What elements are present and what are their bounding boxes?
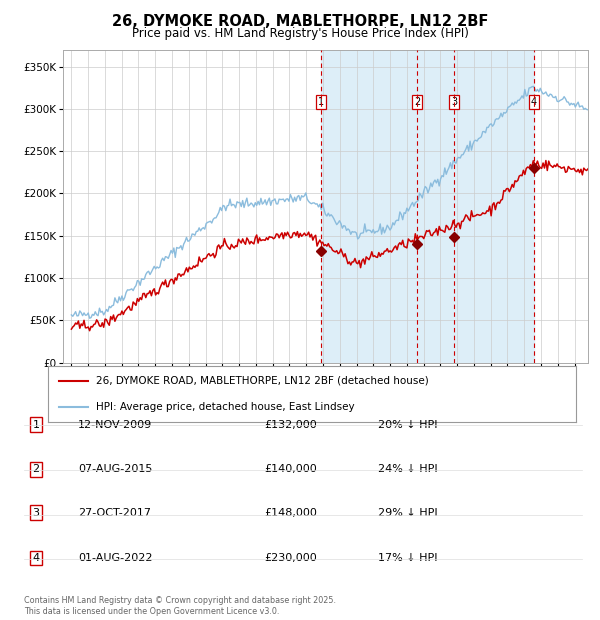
Text: 07-AUG-2015: 07-AUG-2015 xyxy=(78,464,152,474)
Text: £140,000: £140,000 xyxy=(264,464,317,474)
Text: £230,000: £230,000 xyxy=(264,553,317,563)
Text: 12-NOV-2009: 12-NOV-2009 xyxy=(78,420,152,430)
Text: 27-OCT-2017: 27-OCT-2017 xyxy=(78,508,151,518)
Text: 2: 2 xyxy=(414,97,420,107)
Text: 20% ↓ HPI: 20% ↓ HPI xyxy=(378,420,437,430)
Text: 2: 2 xyxy=(32,464,40,474)
Text: 3: 3 xyxy=(451,97,457,107)
Text: 4: 4 xyxy=(32,553,40,563)
Text: HPI: Average price, detached house, East Lindsey: HPI: Average price, detached house, East… xyxy=(95,402,354,412)
Text: Contains HM Land Registry data © Crown copyright and database right 2025.
This d: Contains HM Land Registry data © Crown c… xyxy=(24,596,336,616)
Text: 4: 4 xyxy=(531,97,537,107)
Text: £132,000: £132,000 xyxy=(264,420,317,430)
Text: 29% ↓ HPI: 29% ↓ HPI xyxy=(378,508,437,518)
Bar xyxy=(321,50,534,363)
Text: 26, DYMOKE ROAD, MABLETHORPE, LN12 2BF (detached house): 26, DYMOKE ROAD, MABLETHORPE, LN12 2BF (… xyxy=(95,376,428,386)
Text: 26, DYMOKE ROAD, MABLETHORPE, LN12 2BF: 26, DYMOKE ROAD, MABLETHORPE, LN12 2BF xyxy=(112,14,488,29)
Text: 17% ↓ HPI: 17% ↓ HPI xyxy=(378,553,437,563)
Text: £148,000: £148,000 xyxy=(264,508,317,518)
Text: 01-AUG-2022: 01-AUG-2022 xyxy=(78,553,152,563)
Text: 3: 3 xyxy=(32,508,40,518)
Text: Price paid vs. HM Land Registry's House Price Index (HPI): Price paid vs. HM Land Registry's House … xyxy=(131,27,469,40)
Text: 1: 1 xyxy=(318,97,324,107)
Text: 24% ↓ HPI: 24% ↓ HPI xyxy=(378,464,437,474)
Text: 1: 1 xyxy=(32,420,40,430)
